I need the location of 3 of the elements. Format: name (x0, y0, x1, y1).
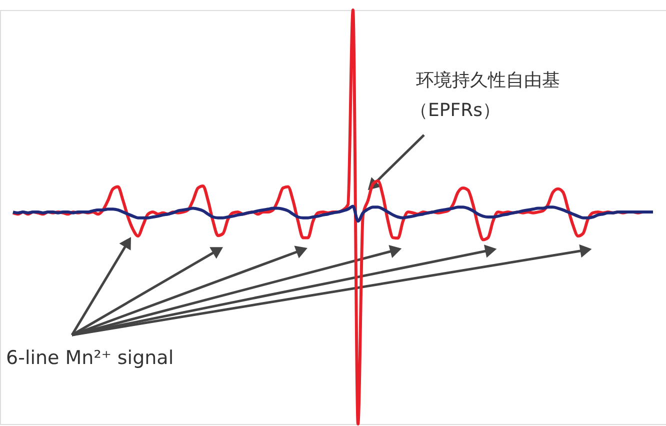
annotation: 环境持久性自由基 (416, 70, 560, 91)
annotation: （EPFRs） (410, 100, 500, 121)
annotation: 6-line Mn²⁺ signal (6, 347, 174, 369)
